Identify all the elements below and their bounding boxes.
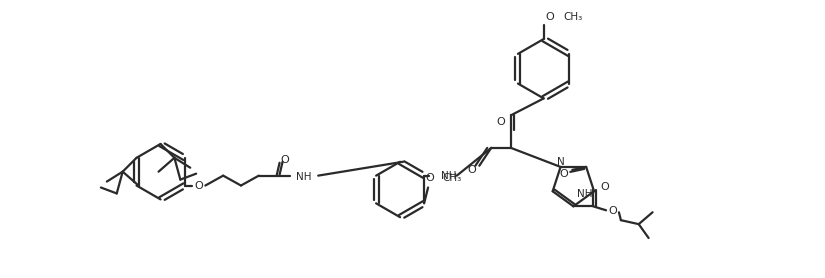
Text: N: N — [557, 157, 564, 167]
Text: NH: NH — [577, 189, 592, 199]
Text: O: O — [280, 155, 289, 165]
Text: O: O — [601, 182, 610, 192]
Text: O: O — [609, 206, 617, 216]
Text: NH: NH — [441, 171, 456, 181]
Text: O: O — [497, 117, 506, 127]
Text: O: O — [194, 180, 203, 190]
Text: O: O — [545, 12, 554, 22]
Text: O: O — [426, 173, 435, 183]
Text: O: O — [467, 165, 476, 175]
Text: NH: NH — [296, 172, 312, 182]
Text: O: O — [559, 169, 568, 179]
Text: CH₃: CH₃ — [442, 173, 461, 183]
Text: CH₃: CH₃ — [563, 12, 582, 22]
